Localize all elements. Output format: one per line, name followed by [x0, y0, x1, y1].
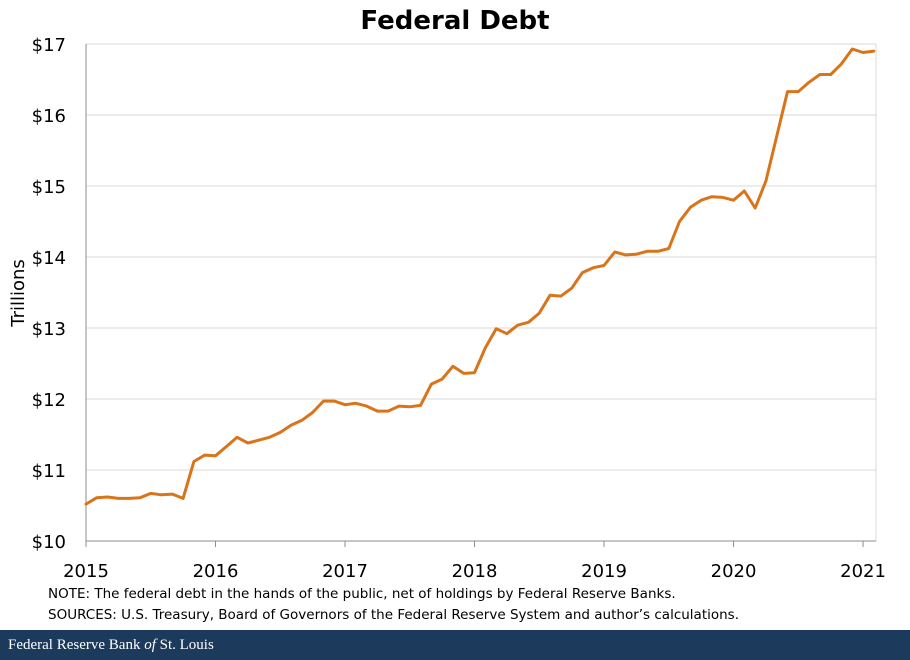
chart-note: NOTE: The federal debt in the hands of t… [48, 586, 676, 602]
x-tick-label: 2019 [581, 561, 627, 582]
y-tick-label: $13 [32, 319, 66, 340]
footer-branding: Federal Reserve Bank of St. Louis [0, 630, 910, 660]
y-axis-label: Trillions [8, 259, 29, 328]
footer-suffix: St. Louis [155, 637, 214, 653]
x-tick-label: 2015 [63, 561, 109, 582]
chart-sources: SOURCES: U.S. Treasury, Board of Governo… [48, 607, 740, 623]
x-tick-label: 2018 [452, 561, 498, 582]
x-tick-labels: 2015 2016 2017 2018 2019 2020 2021 [63, 561, 886, 582]
x-tick-label: 2017 [322, 561, 368, 582]
x-tick-label: 2016 [193, 561, 239, 582]
gridlines [86, 43, 877, 541]
y-tick-label: $17 [32, 35, 66, 56]
federal-debt-chart: $10$11$12$13$14$15$16$17 2015 2016 2017 201… [8, 35, 886, 582]
x-tick-label: 2021 [840, 561, 886, 582]
x-tick-label: 2020 [711, 561, 757, 582]
series-group [84, 47, 876, 506]
y-tick-label: $10 [32, 532, 66, 553]
footer-of: of [144, 637, 156, 653]
series-line-federal-debt [84, 47, 876, 506]
y-tick-label: $15 [32, 177, 66, 198]
y-tick-label: $14 [32, 248, 66, 269]
y-tick-label: $16 [32, 106, 66, 127]
y-tick-label: $12 [32, 390, 66, 411]
chart-title: Federal Debt [360, 6, 550, 36]
axes [85, 44, 876, 547]
y-tick-label: $11 [32, 461, 66, 482]
footer-prefix: Federal Reserve Bank [8, 637, 145, 653]
y-tick-labels: $10 $11 $12 $13 $14 $15 $16 $17 [32, 35, 66, 553]
